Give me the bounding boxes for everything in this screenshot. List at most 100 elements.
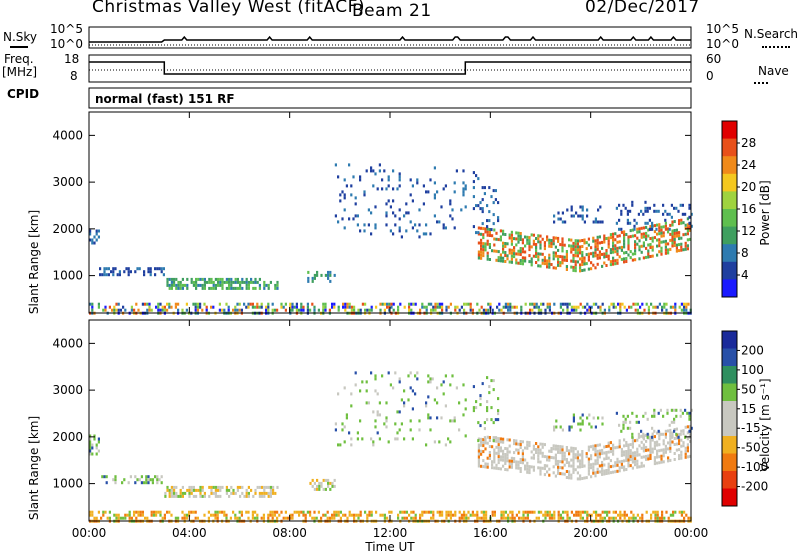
echo-cell bbox=[414, 392, 417, 396]
echo-cell bbox=[488, 454, 491, 457]
echo-cell bbox=[647, 454, 650, 458]
echo-cell bbox=[479, 397, 482, 401]
echo-cell bbox=[502, 256, 505, 260]
echo-cell bbox=[601, 516, 604, 520]
echo-cell bbox=[480, 516, 483, 520]
echo-cell bbox=[581, 453, 584, 456]
echo-cell bbox=[601, 448, 604, 452]
echo-cell bbox=[258, 283, 261, 287]
echo-cell bbox=[232, 308, 235, 312]
echo-cell bbox=[669, 446, 672, 450]
echo-cell bbox=[477, 452, 480, 456]
echo-cell bbox=[670, 215, 673, 219]
echo-cell bbox=[510, 465, 513, 469]
echo-cell bbox=[509, 516, 512, 520]
echo-cell bbox=[559, 445, 562, 449]
echo-cell bbox=[623, 245, 626, 249]
echo-cell bbox=[208, 286, 211, 290]
echo-cell bbox=[385, 187, 388, 191]
echo-cell bbox=[646, 209, 649, 213]
echo-cell bbox=[653, 209, 656, 213]
echo-cell bbox=[689, 237, 692, 241]
echo-cell bbox=[581, 450, 584, 453]
echo-cell bbox=[638, 239, 641, 243]
echo-cell bbox=[267, 513, 270, 517]
echo-cell bbox=[579, 422, 582, 426]
echo-cell bbox=[412, 516, 415, 520]
echo-cell bbox=[686, 455, 689, 459]
echo-cell bbox=[680, 450, 683, 454]
echo-cell bbox=[218, 510, 221, 514]
echo-cell bbox=[568, 473, 571, 477]
echo-cell bbox=[500, 516, 503, 520]
echo-cell bbox=[177, 516, 180, 520]
echo-cell bbox=[479, 201, 482, 205]
echo-cell bbox=[472, 195, 475, 199]
echo-cell bbox=[440, 416, 443, 420]
echo-cell bbox=[599, 305, 602, 309]
echo-cell bbox=[678, 433, 681, 437]
echo-cell bbox=[537, 255, 540, 259]
echo-cell bbox=[528, 471, 531, 475]
echo-cell bbox=[557, 516, 560, 520]
echo-cell bbox=[438, 220, 441, 224]
echo-cell bbox=[576, 251, 579, 255]
echo-cell bbox=[673, 408, 676, 412]
time-tick-label: 00:00 bbox=[674, 526, 709, 540]
echo-cell bbox=[673, 417, 676, 421]
echo-cell bbox=[273, 308, 276, 312]
echo-cell bbox=[626, 212, 629, 216]
echo-cell bbox=[575, 510, 578, 514]
echo-cell bbox=[665, 308, 668, 312]
echo-cell bbox=[196, 308, 199, 312]
echo-cell bbox=[675, 436, 678, 440]
echo-cell bbox=[623, 465, 626, 469]
echo-cell bbox=[622, 426, 625, 430]
echo-cell bbox=[681, 212, 684, 216]
echo-cell bbox=[194, 305, 197, 309]
echo-cell bbox=[584, 305, 587, 309]
echo-cell bbox=[484, 447, 487, 451]
echo-cell bbox=[579, 269, 582, 273]
echo-cell bbox=[396, 410, 399, 414]
echo-cell bbox=[526, 461, 529, 465]
echo-cell bbox=[537, 252, 540, 256]
echo-cell bbox=[575, 211, 578, 215]
echo-cell bbox=[681, 203, 684, 207]
echo-cell bbox=[416, 229, 419, 233]
echo-cell bbox=[522, 516, 525, 520]
echo-cell bbox=[493, 249, 496, 253]
echo-cell bbox=[562, 302, 565, 306]
echo-cell bbox=[504, 510, 507, 514]
echo-cell bbox=[667, 441, 670, 445]
echo-cell bbox=[581, 465, 584, 468]
echo-cell bbox=[214, 485, 217, 489]
echo-cell bbox=[383, 308, 386, 312]
echo-cell bbox=[607, 254, 610, 258]
echo-cell bbox=[627, 241, 630, 245]
echo-cell bbox=[359, 229, 362, 233]
echo-cell bbox=[651, 221, 654, 225]
echo-cell bbox=[618, 255, 621, 259]
echo-cell bbox=[614, 262, 617, 266]
echo-cell bbox=[346, 302, 349, 306]
echo-cell bbox=[174, 516, 177, 520]
echo-cell bbox=[481, 198, 484, 202]
echo-cell bbox=[374, 172, 377, 176]
echo-cell bbox=[95, 443, 98, 447]
echo-cell bbox=[252, 286, 255, 290]
echo-cell bbox=[656, 223, 659, 227]
echo-cell bbox=[344, 302, 347, 306]
echo-cell bbox=[609, 465, 612, 469]
echo-cell bbox=[348, 513, 351, 517]
echo-cell bbox=[227, 308, 230, 312]
echo-cell bbox=[359, 308, 362, 312]
echo-cell bbox=[579, 205, 582, 209]
echo-cell bbox=[594, 254, 597, 258]
echo-cell bbox=[318, 487, 321, 491]
echo-cell bbox=[295, 308, 298, 312]
echo-cell bbox=[574, 242, 577, 246]
echo-cell bbox=[629, 229, 632, 233]
echo-cell bbox=[648, 218, 651, 222]
echo-cell bbox=[504, 245, 507, 248]
